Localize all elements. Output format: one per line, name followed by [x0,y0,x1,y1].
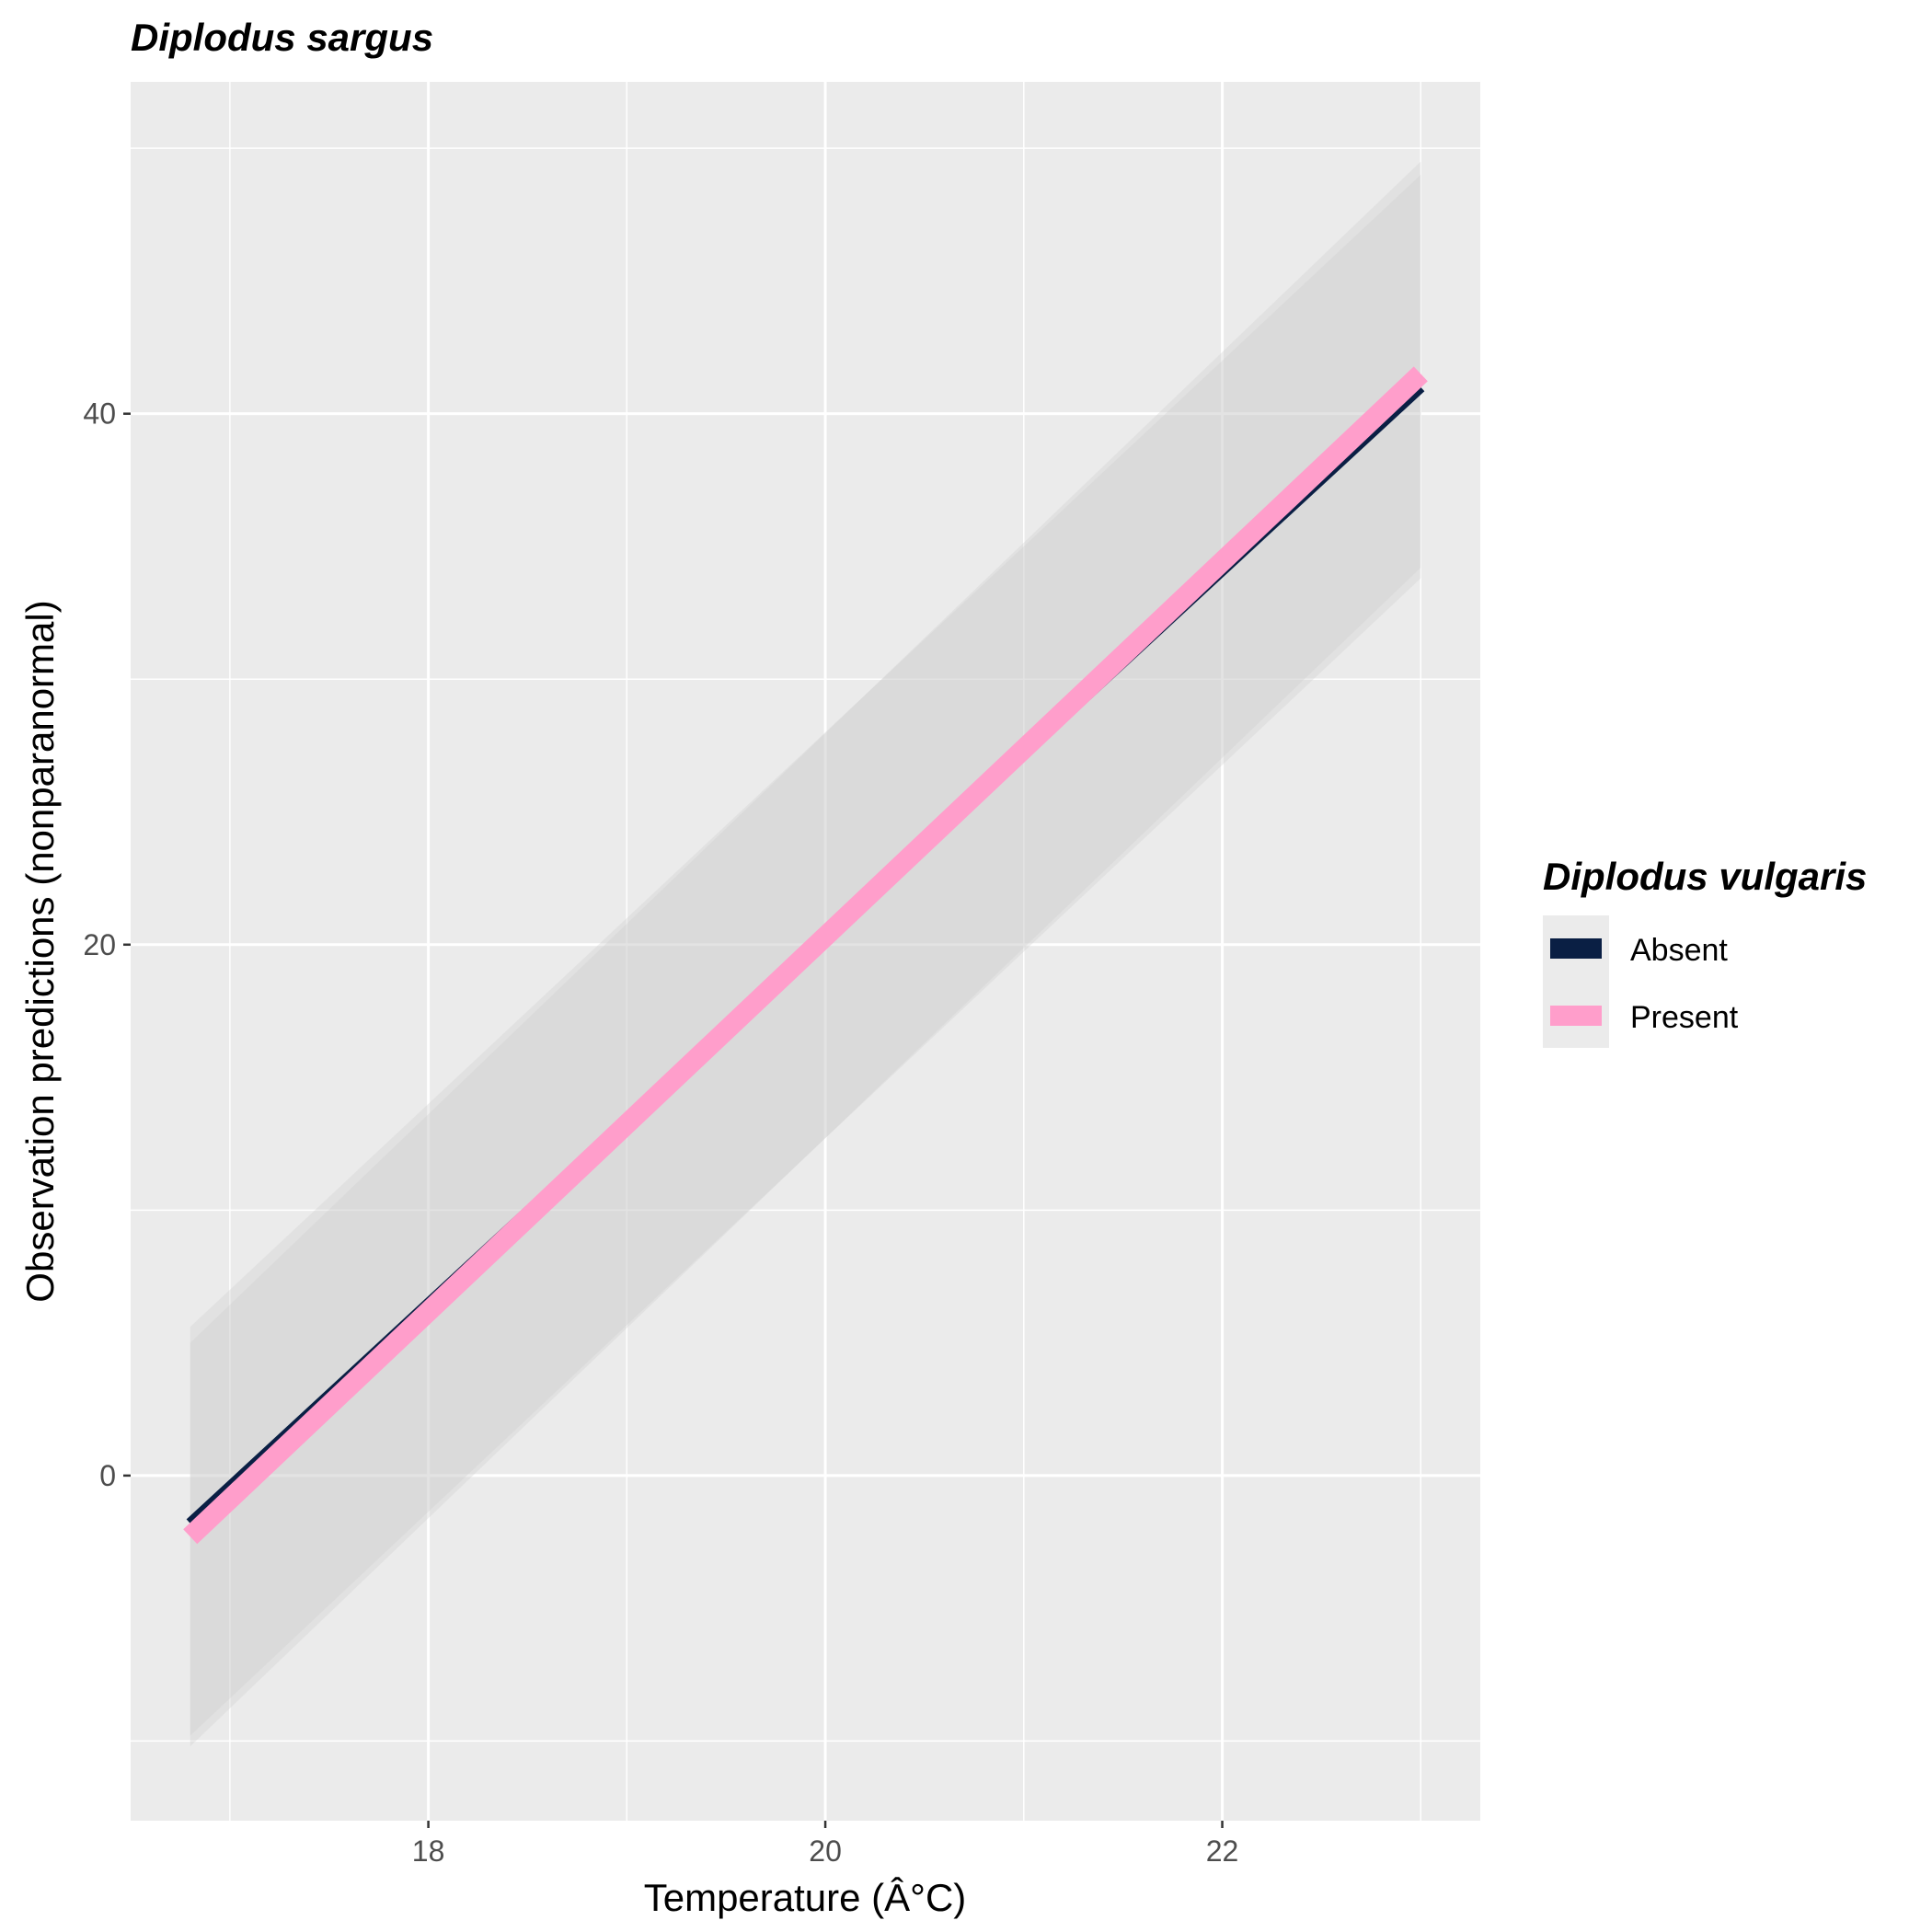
legend-title: Diplodus vulgaris [1543,855,1867,898]
x-axis-label: Temperature (Â°C) [644,1876,967,1919]
legend-key-present [1550,1006,1602,1026]
y-tick-label: 0 [99,1459,116,1492]
y-axis-label: Observation predictions (nonparanormal) [18,600,62,1302]
y-axis: 0 20 40 [83,397,131,1492]
x-tick-label: 18 [412,1834,445,1868]
legend-key-absent [1550,938,1602,959]
series-lines [183,366,1428,1545]
x-tick-label: 22 [1206,1834,1239,1868]
legend-label-present: Present [1630,1000,1739,1035]
chart-title: Diplodus sargus [131,16,433,59]
y-tick-label: 20 [83,928,116,961]
x-axis: 18 20 22 [412,1821,1239,1868]
grid-lines [131,82,1480,1821]
legend: Diplodus vulgaris Absent Present [1543,855,1867,1048]
x-tick-label: 20 [809,1834,842,1868]
series-line-present [183,366,1428,1545]
legend-key-background [1543,915,1609,1048]
legend-label-absent: Absent [1630,933,1728,968]
y-tick-label: 40 [83,397,116,431]
